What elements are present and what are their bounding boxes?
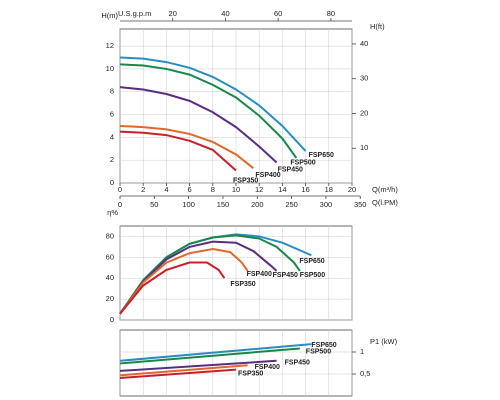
series-label: FSP400 — [247, 271, 272, 278]
series-label: FSP400 — [255, 364, 280, 371]
y-axis-label: η% — [107, 208, 118, 217]
y2-tick-label: 40 — [360, 39, 368, 48]
series-label: FSP450 — [273, 272, 298, 279]
series-label: FSP500 — [290, 160, 315, 167]
series-line — [119, 234, 301, 315]
series-line — [119, 240, 278, 315]
x3-tick-label: 80 — [327, 9, 335, 18]
x2-axis-label: Q(l.PM) — [372, 198, 398, 207]
y-tick-label: 4 — [110, 132, 114, 141]
series-label: FSP500 — [306, 348, 331, 355]
series-label: FSP450 — [278, 166, 303, 173]
series-label: FSP350 — [233, 177, 258, 184]
y-tick-label: 80 — [106, 231, 114, 240]
x2-tick-label: 350 — [354, 200, 367, 209]
series-line — [119, 368, 237, 379]
series-line — [119, 247, 249, 315]
series-line — [119, 63, 298, 159]
x-tick-label: 0 — [118, 185, 122, 194]
y-tick-label: 2 — [110, 155, 114, 164]
y-tick-label: 20 — [106, 294, 114, 303]
series-label: FSP400 — [255, 172, 280, 179]
series-line — [119, 359, 277, 372]
x-tick-label: 14 — [278, 185, 286, 194]
series-line — [119, 130, 237, 172]
x2-tick-label: 50 — [150, 200, 158, 209]
y-tick-label: 60 — [106, 252, 114, 261]
x-tick-label: 6 — [188, 185, 192, 194]
y2-tick-label: 10 — [360, 143, 368, 152]
y2-axis-label: H(ft) — [370, 22, 385, 31]
x3-tick-label: 40 — [221, 9, 229, 18]
x3-tick-label: 60 — [274, 9, 282, 18]
series-line — [119, 343, 312, 362]
x2-tick-label: 300 — [320, 200, 333, 209]
x-tick-label: 10 — [232, 185, 240, 194]
y-tick-label: 40 — [106, 273, 114, 282]
y-tick-label: 10 — [106, 64, 114, 73]
x-axis-label: Q(m³/h) — [372, 185, 398, 194]
y2-tick-label: 0,5 — [360, 369, 370, 378]
x2-tick-label: 0 — [118, 200, 122, 209]
x-tick-label: 4 — [164, 185, 168, 194]
series-label: FSP650 — [309, 152, 334, 159]
x2-tick-label: 200 — [251, 200, 264, 209]
x3-tick-label: 20 — [169, 9, 177, 18]
y-tick-label: 0 — [110, 315, 114, 324]
y2-tick-label: 20 — [360, 108, 368, 117]
series-line — [119, 261, 226, 315]
series-label: FSP650 — [299, 258, 324, 265]
x2-tick-label: 150 — [217, 200, 230, 209]
x-tick-label: 16 — [301, 185, 309, 194]
x-tick-label: 12 — [255, 185, 263, 194]
y-tick-label: 8 — [110, 87, 114, 96]
y-axis-label: H(m) — [101, 11, 118, 20]
series-line — [119, 86, 278, 164]
x-tick-label: 18 — [325, 185, 333, 194]
x-tick-label: 8 — [211, 185, 215, 194]
series-line — [119, 56, 307, 152]
x2-tick-label: 100 — [182, 200, 195, 209]
series-label: FSP350 — [238, 370, 263, 377]
y2-axis-label: P1 (kW) — [370, 337, 398, 346]
series-line — [119, 364, 248, 377]
series-label: FSP350 — [230, 281, 255, 288]
y-tick-label: 6 — [110, 110, 114, 119]
series-line — [119, 124, 255, 169]
y-tick-label: 12 — [106, 41, 114, 50]
x-tick-label: 2 — [141, 185, 145, 194]
y-tick-label: 0 — [110, 178, 114, 187]
y2-tick-label: 30 — [360, 74, 368, 83]
series-line — [119, 347, 300, 365]
x2-tick-label: 250 — [285, 200, 298, 209]
x-tick-label: 20 — [348, 185, 356, 194]
series-label: FSP450 — [285, 360, 310, 367]
series-label: FSP650 — [311, 342, 336, 349]
y2-tick-label: 1 — [360, 347, 364, 356]
series-label: FSP500 — [300, 272, 325, 279]
x3-axis-label: U.S.g.p.m — [118, 9, 151, 18]
